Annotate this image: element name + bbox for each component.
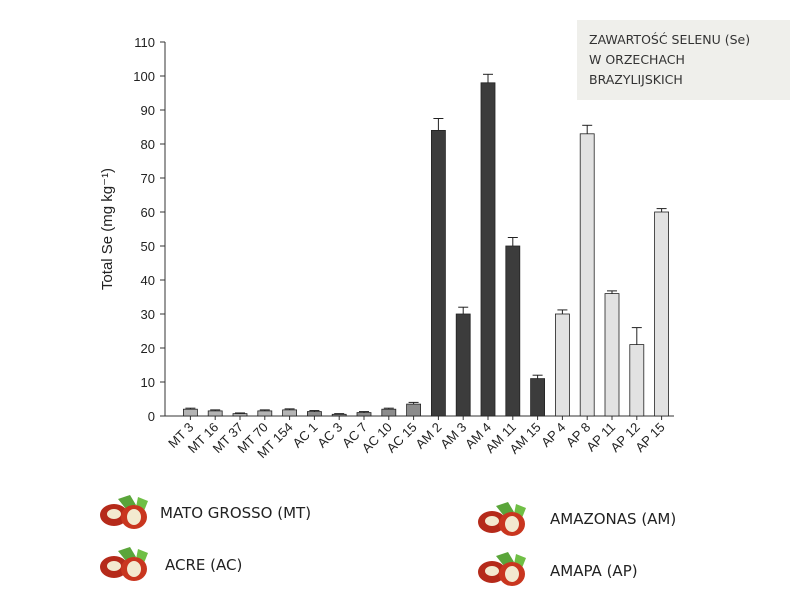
y-tick-label: 80 — [141, 137, 155, 152]
bar — [480, 82, 496, 417]
bar — [505, 245, 521, 417]
error-bar — [235, 412, 245, 414]
legend-icon — [100, 547, 148, 581]
bar — [654, 211, 669, 417]
error-bar — [631, 327, 642, 345]
error-bar — [309, 410, 320, 412]
y-tick-label: 20 — [141, 341, 155, 356]
error-bar — [532, 374, 543, 379]
title-line: ZAWARTOŚĆ SELENU (Se) — [589, 32, 751, 47]
note-box: ZAWARTOŚĆ SELENU (Se) W ORZECHACH BRAZYLIJ… — [577, 20, 790, 100]
bar — [306, 411, 322, 417]
error-bar — [458, 306, 469, 314]
nut-flesh — [107, 561, 121, 571]
bar — [629, 344, 645, 417]
nut-flesh — [505, 566, 519, 582]
error-bar — [582, 124, 593, 134]
legend-icon — [100, 495, 148, 529]
y-tick-label: 10 — [141, 375, 155, 390]
y-tick-label: 60 — [141, 205, 155, 220]
legend-label: ACRE (AC) — [165, 556, 242, 574]
nut-flesh — [485, 566, 499, 576]
y-tick-label: 50 — [141, 239, 155, 254]
error-bar — [408, 401, 419, 405]
error-bar — [210, 409, 221, 411]
legend-label: MATO GROSSO (MT) — [160, 504, 311, 522]
nut-flesh — [505, 516, 519, 532]
bar — [257, 410, 273, 417]
nut-flesh — [107, 509, 121, 519]
nut-flesh — [127, 509, 141, 525]
legend-icon — [478, 502, 526, 536]
bar — [356, 412, 372, 417]
bar — [579, 133, 595, 417]
error-bar — [507, 237, 518, 246]
error-bar — [284, 408, 295, 410]
x-tick-label: AM 3 — [437, 420, 469, 452]
bar — [331, 413, 347, 417]
nut-flesh — [127, 561, 141, 577]
x-tick-label: AM 2 — [412, 420, 444, 452]
legend-icon — [478, 552, 526, 586]
x-tick-label: AC 3 — [314, 420, 345, 451]
error-bar — [656, 208, 667, 212]
legend-label: AMAZONAS (AM) — [550, 510, 676, 528]
bar — [182, 408, 198, 417]
bar — [604, 293, 620, 417]
bar — [232, 413, 248, 417]
title-line: BRAZYLIJSKICH — [589, 72, 683, 87]
y-tick-label: 30 — [141, 307, 155, 322]
y-tick-label: 110 — [134, 35, 155, 50]
y-axis-label: Total Se (mg kg⁻¹) — [99, 168, 116, 290]
y-tick-label: 90 — [141, 103, 155, 118]
bar — [207, 410, 223, 417]
legend-label: AMAPA (AP) — [550, 562, 638, 580]
title-line: W ORZECHACH — [589, 52, 685, 67]
error-bar — [185, 407, 196, 410]
bar — [406, 403, 422, 417]
y-tick-label: 40 — [141, 273, 155, 288]
error-bar — [483, 73, 493, 83]
bar — [555, 313, 570, 417]
bar — [381, 408, 397, 417]
nut-flesh — [485, 516, 499, 526]
y-tick-label: 0 — [148, 409, 155, 424]
bar — [282, 409, 298, 417]
error-bar — [383, 407, 394, 410]
error-bar — [433, 118, 444, 131]
error-bar — [607, 290, 617, 294]
y-tick-label: 70 — [141, 171, 155, 186]
error-bar — [259, 409, 270, 411]
bar — [430, 129, 446, 417]
error-bar — [557, 309, 568, 314]
x-tick-label: AP 4 — [538, 420, 568, 450]
error-bar — [334, 413, 345, 415]
bar — [455, 313, 471, 417]
bar — [530, 378, 545, 417]
y-tick-label: 100 — [133, 69, 155, 84]
x-tick-label: AC 1 — [289, 420, 320, 451]
error-bar — [359, 411, 369, 413]
